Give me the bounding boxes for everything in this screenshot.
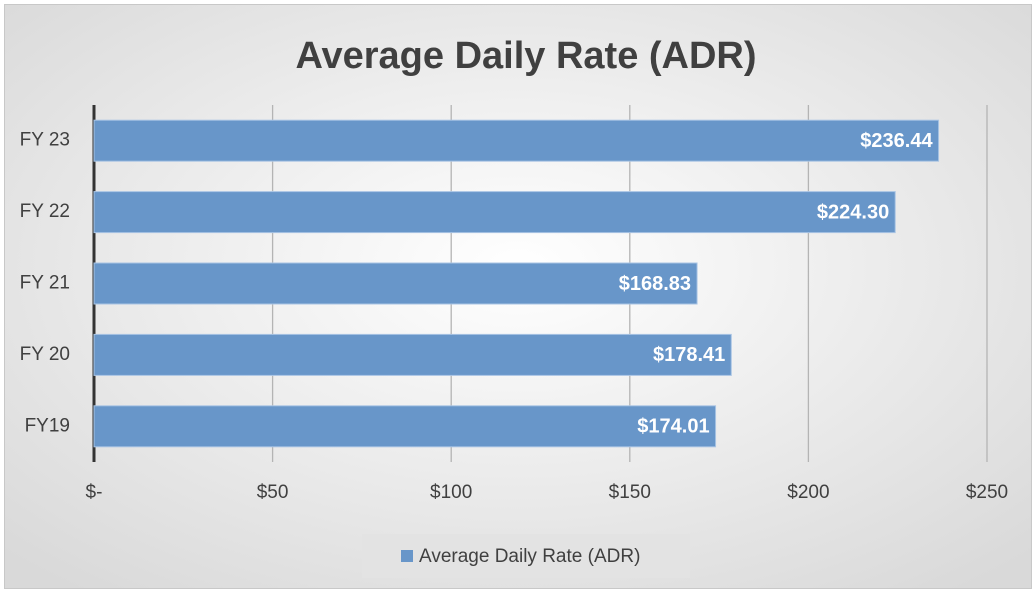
x-tick-label: $250 [966,482,1008,503]
x-tick-label: $200 [787,482,829,503]
x-tick-label: $- [86,482,103,503]
data-label: $224.30 [817,201,889,223]
bar [93,333,732,376]
x-tick-label: $150 [609,482,651,503]
data-label: $236.44 [860,130,933,152]
bar [93,191,896,234]
x-tick-label: $100 [430,482,472,503]
bar [93,405,717,448]
legend-label: Average Daily Rate (ADR) [419,546,640,567]
y-tick-label: FY19 [25,415,70,436]
data-label: $174.01 [637,416,709,438]
y-tick-label: FY 20 [20,344,70,365]
y-tick-label: FY 22 [20,201,70,222]
y-tick-label: FY 21 [20,273,70,294]
x-tick-label: $50 [257,482,289,503]
data-label: $168.83 [619,273,691,295]
legend-swatch [401,550,413,562]
data-label: $178.41 [653,344,725,366]
bar [93,262,698,305]
chart-title: Average Daily Rate (ADR) [295,35,756,77]
y-tick-label: FY 23 [20,130,70,151]
bar [93,119,940,162]
legend-box [362,534,690,578]
